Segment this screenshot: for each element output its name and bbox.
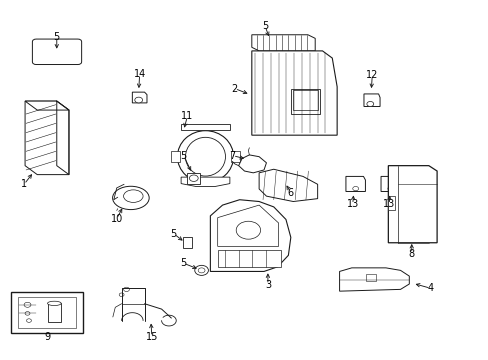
Text: 7: 7 xyxy=(229,150,235,161)
Circle shape xyxy=(123,287,129,292)
Text: 14: 14 xyxy=(133,69,145,79)
Ellipse shape xyxy=(185,137,225,176)
Circle shape xyxy=(387,186,393,191)
Polygon shape xyxy=(339,268,408,291)
Ellipse shape xyxy=(112,186,149,210)
Polygon shape xyxy=(25,101,69,110)
Text: 5: 5 xyxy=(261,21,267,31)
Polygon shape xyxy=(181,125,229,130)
Polygon shape xyxy=(345,176,365,192)
Text: 2: 2 xyxy=(231,84,237,94)
Circle shape xyxy=(135,97,142,103)
Text: 15: 15 xyxy=(145,332,158,342)
Text: 5: 5 xyxy=(180,258,186,268)
Polygon shape xyxy=(387,166,436,243)
Bar xyxy=(47,303,61,322)
Ellipse shape xyxy=(47,301,61,306)
Polygon shape xyxy=(132,92,147,103)
Circle shape xyxy=(119,293,124,297)
Polygon shape xyxy=(217,205,278,246)
Polygon shape xyxy=(293,90,317,110)
Bar xyxy=(187,173,200,184)
Bar xyxy=(290,89,320,114)
Bar xyxy=(182,237,192,248)
Text: 13: 13 xyxy=(346,199,358,210)
Text: 13: 13 xyxy=(383,199,395,210)
Text: 9: 9 xyxy=(44,332,50,342)
Text: 10: 10 xyxy=(110,214,122,224)
Text: 11: 11 xyxy=(181,111,193,121)
Bar xyxy=(231,151,240,162)
Circle shape xyxy=(24,302,31,307)
Ellipse shape xyxy=(177,131,233,183)
Polygon shape xyxy=(363,94,379,107)
Circle shape xyxy=(352,186,358,191)
Text: 6: 6 xyxy=(287,188,293,198)
Polygon shape xyxy=(25,101,69,175)
FancyBboxPatch shape xyxy=(32,39,81,64)
Circle shape xyxy=(26,319,31,322)
Text: 8: 8 xyxy=(408,248,414,258)
Circle shape xyxy=(189,175,198,181)
Polygon shape xyxy=(217,250,281,267)
Circle shape xyxy=(236,221,260,239)
Circle shape xyxy=(194,265,208,275)
Circle shape xyxy=(366,102,373,107)
Polygon shape xyxy=(380,176,400,192)
Polygon shape xyxy=(259,169,317,202)
Circle shape xyxy=(198,268,204,273)
Bar xyxy=(387,196,394,211)
Text: 12: 12 xyxy=(366,70,378,80)
Polygon shape xyxy=(251,51,336,135)
Bar xyxy=(366,274,375,281)
Text: 5: 5 xyxy=(180,150,186,161)
Text: 1: 1 xyxy=(21,179,27,189)
Bar xyxy=(170,151,179,162)
Text: 5: 5 xyxy=(170,229,177,239)
FancyBboxPatch shape xyxy=(11,292,82,333)
Text: 3: 3 xyxy=(264,280,270,290)
Polygon shape xyxy=(238,155,266,173)
Polygon shape xyxy=(251,35,315,51)
Text: 4: 4 xyxy=(427,283,433,293)
Polygon shape xyxy=(210,200,290,271)
Bar xyxy=(18,297,76,328)
Polygon shape xyxy=(181,177,229,186)
Text: 5: 5 xyxy=(54,32,60,41)
Ellipse shape xyxy=(123,190,143,202)
Circle shape xyxy=(25,312,30,315)
